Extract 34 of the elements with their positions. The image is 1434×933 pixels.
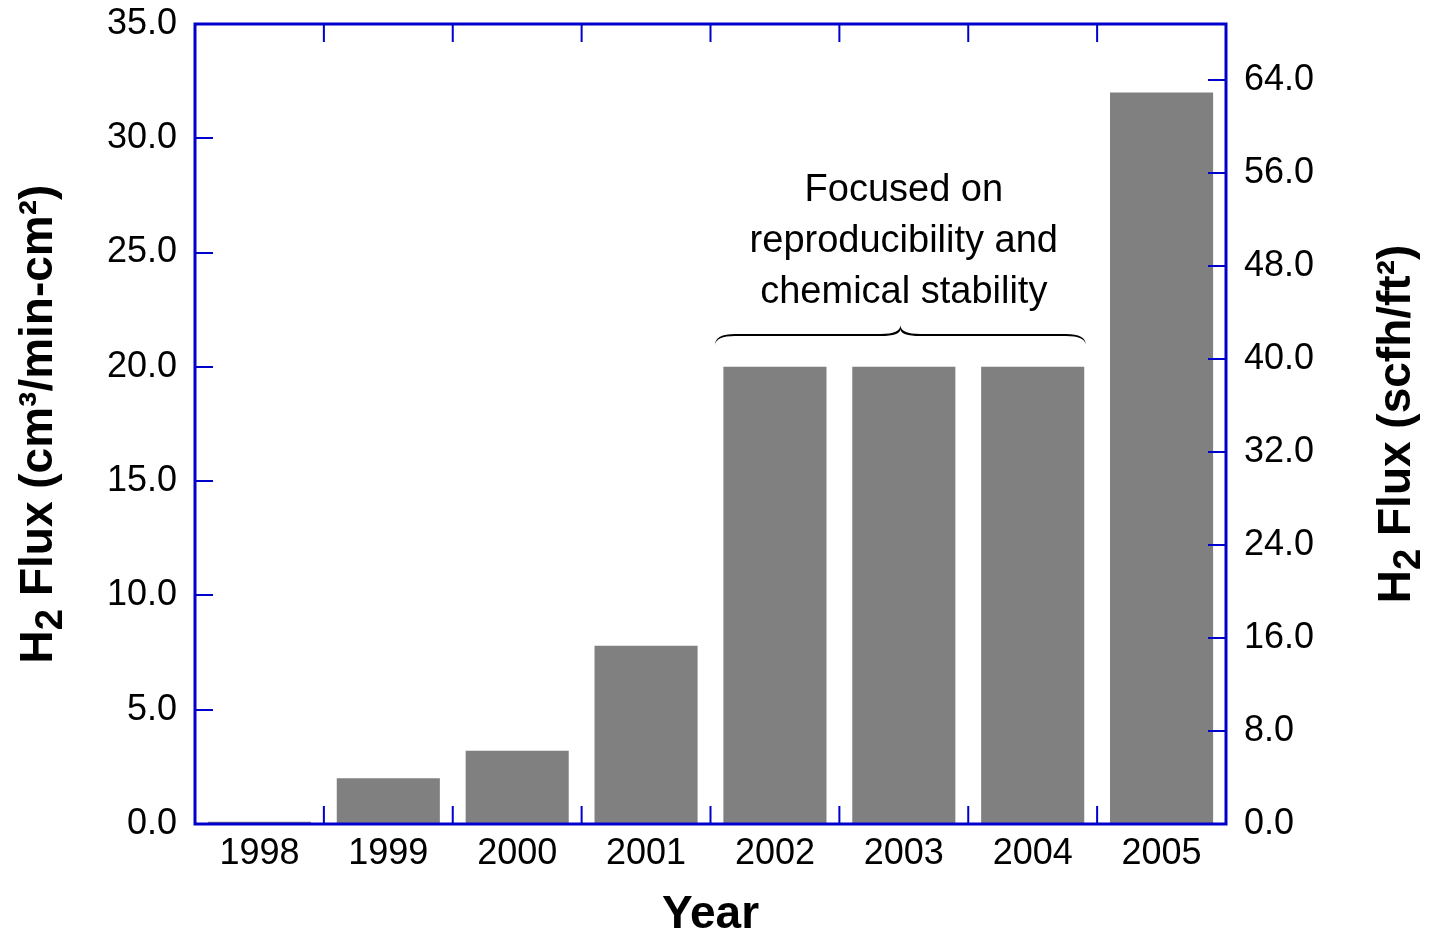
y-tick-label: 5.0 <box>126 686 177 728</box>
y2-tick-label: 48.0 <box>1244 242 1315 284</box>
x-tick-label: 2000 <box>477 830 558 872</box>
x-tick-label: 1999 <box>348 830 429 872</box>
y2-tick-label: 0.0 <box>1244 800 1295 842</box>
y-tick-label: 25.0 <box>106 229 177 271</box>
y2-tick-label: 32.0 <box>1244 428 1315 470</box>
x-tick-label: 1998 <box>219 830 300 872</box>
x-axis-title: Year <box>661 885 760 933</box>
y-tick-label: 0.0 <box>126 800 177 842</box>
y-tick-label: 35.0 <box>106 0 177 42</box>
y2-tick-label: 16.0 <box>1244 614 1315 656</box>
bar <box>594 645 698 824</box>
bar <box>981 366 1085 824</box>
y2-tick-label: 8.0 <box>1244 707 1295 749</box>
y2-tick-label: 24.0 <box>1244 521 1315 563</box>
x-tick-label: 2001 <box>606 830 687 872</box>
y-tick-label: 20.0 <box>106 343 177 385</box>
bar <box>465 750 569 824</box>
bar <box>1110 92 1214 824</box>
bar <box>723 366 827 824</box>
x-tick-label: 2004 <box>992 830 1073 872</box>
y2-tick-label: 64.0 <box>1244 56 1315 98</box>
x-tick-label: 2005 <box>1121 830 1202 872</box>
y2-tick-label: 56.0 <box>1244 149 1315 191</box>
x-tick-label: 2002 <box>734 830 815 872</box>
bar <box>336 778 440 824</box>
y-tick-label: 30.0 <box>106 115 177 157</box>
y-tick-label: 10.0 <box>106 572 177 614</box>
x-tick-label: 2003 <box>863 830 944 872</box>
bar <box>852 366 956 824</box>
annotation: Focused on reproducibility and chemical stability <box>749 166 1059 311</box>
y-tick-label: 15.0 <box>106 458 177 500</box>
y2-tick-label: 40.0 <box>1244 335 1315 377</box>
